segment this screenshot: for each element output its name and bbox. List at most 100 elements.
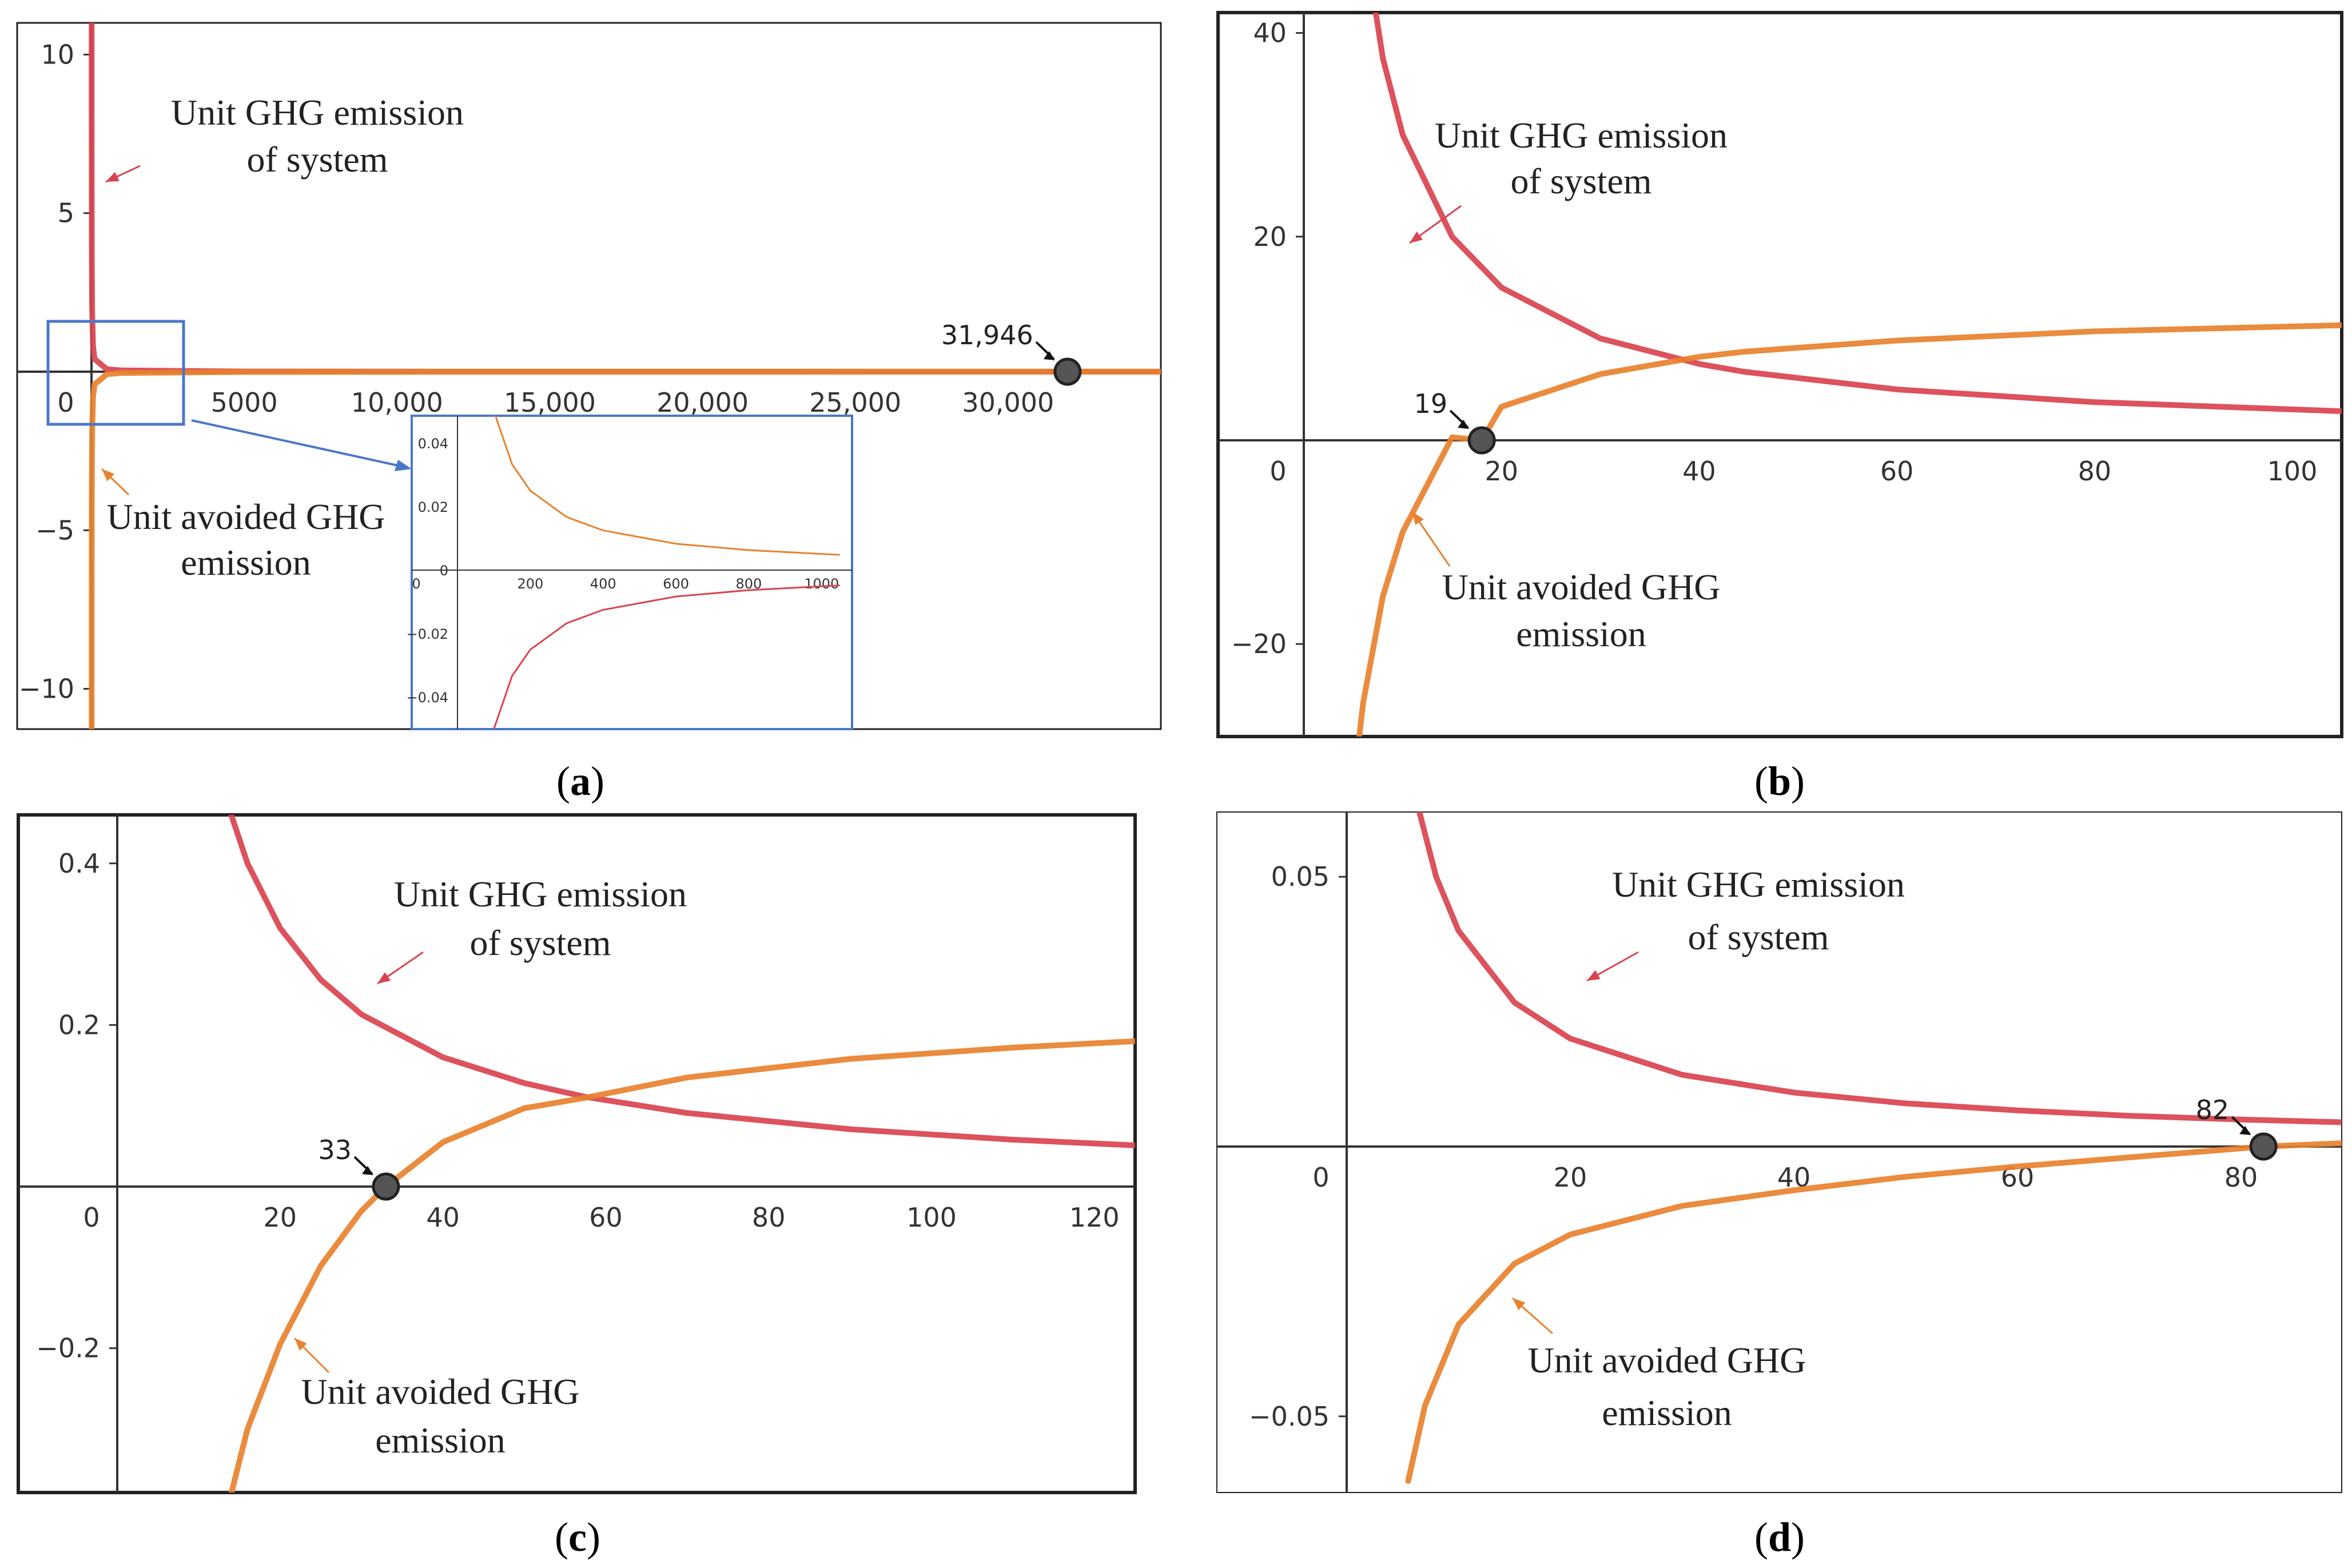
chart-panel-c: 0 20 40 60 80 100 120 0.4 0.2 −0.2 33 Unit GHG emis…	[17, 813, 1137, 1560]
y-tick-label: −20	[1231, 628, 1287, 659]
emission-curve	[1372, 13, 2342, 415]
x-tick-label: 5000	[211, 387, 278, 418]
breakeven-arrowhead	[1458, 420, 1470, 429]
avoided-annotation-line: Unit avoided GHG	[1527, 1340, 1806, 1380]
x-tick-label: 60	[589, 1202, 623, 1233]
zoom-region-box	[46, 320, 185, 426]
panel-caption: (d)	[1754, 1514, 1805, 1560]
avoided-annotation-line: Unit avoided GHG	[106, 496, 385, 537]
x-tick-label: 100	[906, 1202, 957, 1233]
x-tick-label: 120	[1069, 1202, 1120, 1233]
avoided-curve	[89, 369, 1161, 729]
inset-x-tick-label: 1000	[804, 576, 839, 592]
chart-panel-a: 0 5000 10,000 15,000 20,000 25,000 30,000 10 5 −5…	[16, 22, 1162, 804]
emission-annotation-line: of system	[246, 139, 388, 180]
x-tick-label: 10,000	[351, 387, 443, 418]
y-tick-label: −0.05	[1249, 1401, 1330, 1432]
y-tick-label: 10	[41, 39, 74, 70]
y-tick-label: 0.4	[58, 848, 100, 879]
avoided-annotation-line: emission	[375, 1420, 506, 1460]
x-tick-label: 30,000	[962, 387, 1054, 418]
emission-annotation-line: of system	[1688, 917, 1829, 957]
breakeven-point	[1467, 426, 1496, 455]
avoided-annotation-line: emission	[181, 542, 311, 583]
inset-x-tick-label: 600	[663, 576, 689, 592]
panel-caption: (a)	[556, 758, 604, 804]
x-tick-label: 80	[752, 1202, 786, 1233]
zoom-connector-arrowhead	[395, 460, 412, 471]
x-tick-label: 80	[2224, 1162, 2258, 1193]
inset-emission-curve	[493, 584, 840, 729]
emission-annotation-line: Unit GHG emission	[1435, 115, 1728, 156]
breakeven-point	[2249, 1132, 2278, 1161]
avoided-curve	[1405, 1140, 2342, 1484]
emission-curve	[228, 815, 1135, 1148]
emission-pointer-arrow-head	[1410, 231, 1423, 243]
y-tick-label: −5	[35, 515, 74, 546]
emission-curve	[1416, 812, 2342, 1125]
avoided-annotation-line: Unit avoided GHG	[1442, 567, 1720, 607]
emission-pointer-arrow-head	[106, 172, 120, 182]
panel-caption-letter: d	[1768, 1514, 1791, 1560]
x-tick-label: 0	[1312, 1162, 1329, 1193]
emission-pointer-arrow-head	[1587, 970, 1601, 981]
x-tick-label: 20,000	[656, 387, 749, 418]
inset-y-tick-label: 0.04	[418, 436, 448, 452]
y-tick-label: 40	[1253, 18, 1287, 49]
emission-annotation-line: Unit GHG emission	[171, 92, 464, 133]
emission-annotation-line: of system	[469, 922, 611, 963]
panel-frame	[17, 813, 1137, 1494]
inset-y-tick-label: −0.04	[406, 690, 448, 706]
panel-caption-letter: c	[568, 1514, 587, 1560]
x-tick-label: 100	[2267, 456, 2318, 487]
avoided-annotation-line: emission	[1602, 1392, 1732, 1433]
avoided-pointer-arrow-head	[1412, 512, 1424, 526]
x-tick-label: 0	[83, 1202, 100, 1233]
breakeven-point	[372, 1172, 400, 1201]
x-tick-label: 0	[1269, 456, 1286, 487]
panel-caption-letter: a	[570, 758, 591, 804]
avoided-annotation-line: emission	[1516, 614, 1646, 654]
breakeven-arrowhead	[2239, 1126, 2251, 1135]
emission-annotation-line: Unit GHG emission	[1612, 864, 1905, 905]
breakeven-arrowhead	[1043, 351, 1055, 360]
emission-annotation-line: of system	[1510, 161, 1651, 201]
panel-caption: (b)	[1754, 758, 1805, 804]
x-tick-label: 80	[2078, 456, 2112, 487]
inset-avoided-curve	[494, 416, 840, 556]
y-tick-label: 0.05	[1271, 861, 1330, 892]
breakeven-arrowhead	[361, 1166, 373, 1175]
avoided-pointer-arrow-head	[295, 1338, 307, 1351]
y-tick-label: −10	[19, 674, 74, 705]
avoided-pointer-arrow-head	[102, 469, 115, 481]
x-tick-label: 20	[1554, 1162, 1587, 1193]
y-tick-label: 0.2	[58, 1009, 100, 1040]
panel-frame	[1216, 811, 2342, 1493]
emission-pointer-arrow-head	[377, 972, 391, 984]
inset-y-tick-label: −0.02	[406, 626, 448, 642]
inset-x-tick-label: 200	[517, 576, 543, 592]
chart-panel-b: 0 20 40 60 80 100 40 20 −20 19 Unit GHG emission of…	[1216, 11, 2343, 804]
x-tick-label: 60	[1880, 456, 1914, 487]
x-tick-label: 15,000	[504, 387, 596, 418]
y-tick-label: 20	[1253, 221, 1287, 252]
avoided-annotation-line: Unit avoided GHG	[301, 1371, 579, 1412]
x-tick-label: 20	[264, 1202, 297, 1233]
breakeven-label: 33	[318, 1135, 352, 1165]
panel-caption-letter: b	[1768, 758, 1791, 804]
y-tick-label: −0.2	[36, 1333, 100, 1364]
y-tick-label: 5	[58, 198, 74, 229]
avoided-pointer-arrow-head	[1513, 1298, 1526, 1311]
breakeven-label: 19	[1414, 388, 1448, 419]
zoom-connector-arrow	[191, 419, 401, 467]
avoided-curve	[228, 1038, 1135, 1493]
emission-annotation-line: Unit GHG emission	[394, 874, 687, 914]
x-tick-label: 0	[57, 387, 74, 418]
x-tick-label: 40	[1682, 456, 1716, 487]
breakeven-point	[1053, 357, 1082, 386]
x-tick-label: 20	[1485, 456, 1518, 487]
avoided-curve	[1356, 322, 2342, 737]
